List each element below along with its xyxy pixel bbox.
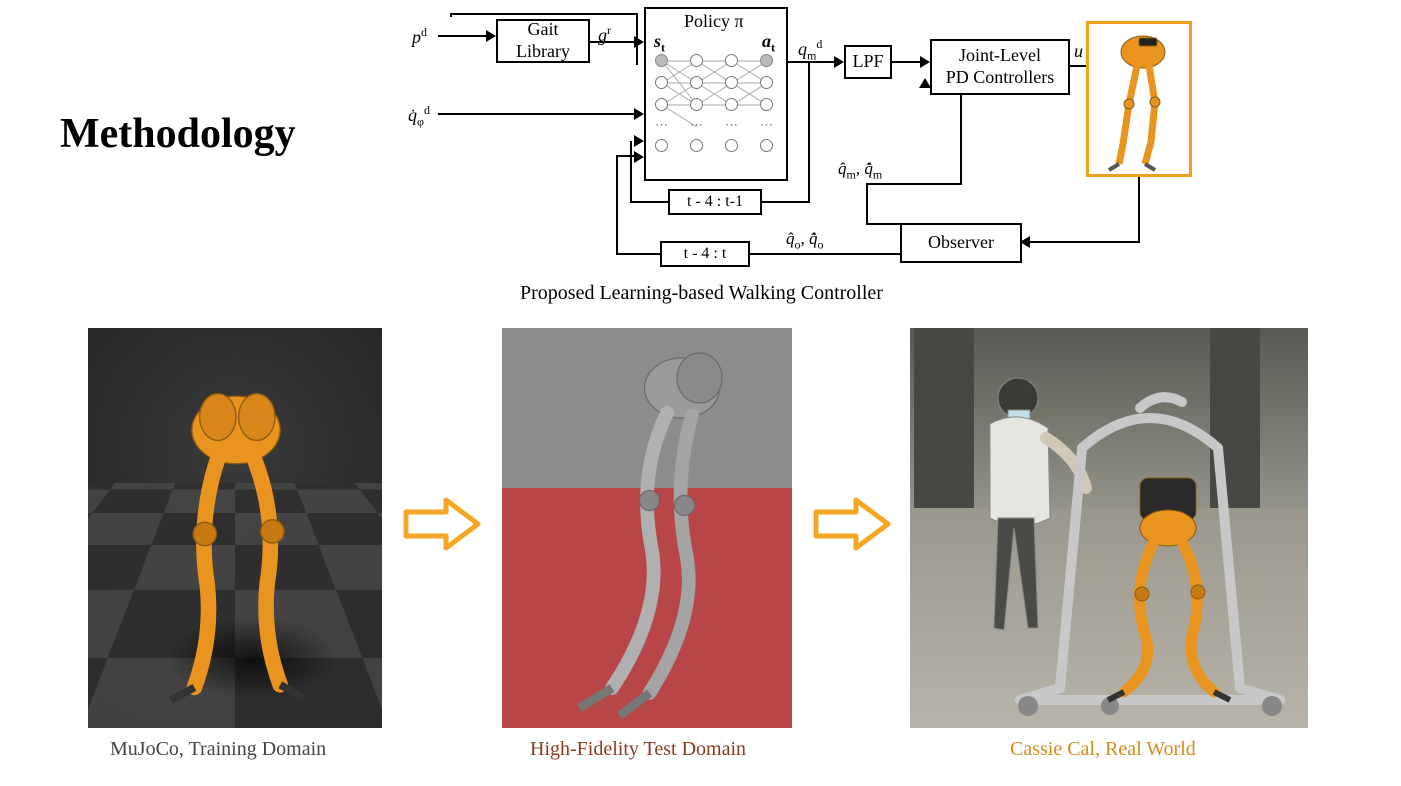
realworld-scene-icon [910, 328, 1308, 728]
transition-arrow-2 [812, 496, 892, 552]
line [438, 113, 636, 115]
line [1030, 241, 1140, 243]
robot-icon [1089, 24, 1189, 174]
label-policy-title: Policy π [684, 11, 744, 32]
arrowhead [919, 78, 931, 88]
block-lpf: LPF [844, 45, 892, 79]
slide-title: Methodology [60, 110, 296, 158]
arrowhead [634, 108, 644, 120]
label-qhat-m: q̂m, q̇̂m [838, 159, 882, 182]
line [438, 35, 488, 37]
line [630, 201, 668, 203]
line [808, 63, 810, 203]
line [1138, 177, 1140, 243]
line [866, 183, 962, 185]
policy-neural-net: ⋯ ⋯ ⋯ ⋯ [652, 53, 780, 173]
line [866, 183, 868, 225]
block-observer: Observer [900, 223, 1022, 263]
panel2-caption: High-Fidelity Test Domain [530, 738, 746, 761]
panel-hifi-image [502, 328, 792, 728]
line [450, 13, 638, 15]
robot-icon-frame [1086, 21, 1192, 177]
block-delay-2: t - 4 : t [660, 241, 750, 267]
panel-mujoco-image [88, 328, 382, 728]
label-u: u [1074, 41, 1083, 62]
arrowhead [634, 36, 644, 48]
panel-realworld-image [910, 328, 1308, 728]
label-s-t: st [654, 31, 665, 56]
line [750, 253, 900, 255]
block-pd-controllers: Joint-Level PD Controllers [930, 39, 1070, 95]
block-gait-library: Gait Library [496, 19, 590, 63]
panel-hifi [502, 328, 792, 728]
line [762, 201, 810, 203]
block-delay-1: t - 4 : t-1 [668, 189, 762, 215]
line [616, 253, 660, 255]
cassie-mujoco-icon [88, 328, 382, 728]
arrowhead [634, 135, 644, 147]
arrowhead [920, 56, 930, 68]
panel1-caption: MuJoCo, Training Domain [110, 738, 326, 761]
line [630, 141, 632, 203]
cassie-hifi-icon [502, 328, 792, 728]
line [866, 223, 900, 225]
label-p-d: pd [412, 25, 427, 48]
controller-diagram: pd q̇φd Gait Library gr Policy π st at [420, 15, 1200, 295]
line [616, 155, 618, 255]
panel-realworld [910, 328, 1308, 728]
arrowhead [834, 56, 844, 68]
label-a-t: at [762, 31, 775, 56]
arrowhead [634, 151, 644, 163]
transition-arrow-1 [402, 496, 482, 552]
panel3-caption: Cassie Cal, Real World [1010, 738, 1196, 761]
arrowhead [486, 30, 496, 42]
line [590, 41, 636, 43]
line [450, 15, 452, 17]
line [616, 155, 638, 157]
line [960, 95, 962, 185]
line [892, 61, 922, 63]
panel-mujoco [88, 328, 382, 728]
diagram-caption: Proposed Learning-based Walking Controll… [520, 282, 883, 305]
label-qdot-phi-d: q̇φd [408, 103, 430, 130]
label-qmd: qmd [798, 37, 822, 64]
label-qhat-o: q̂o, q̇̂o [786, 229, 824, 252]
